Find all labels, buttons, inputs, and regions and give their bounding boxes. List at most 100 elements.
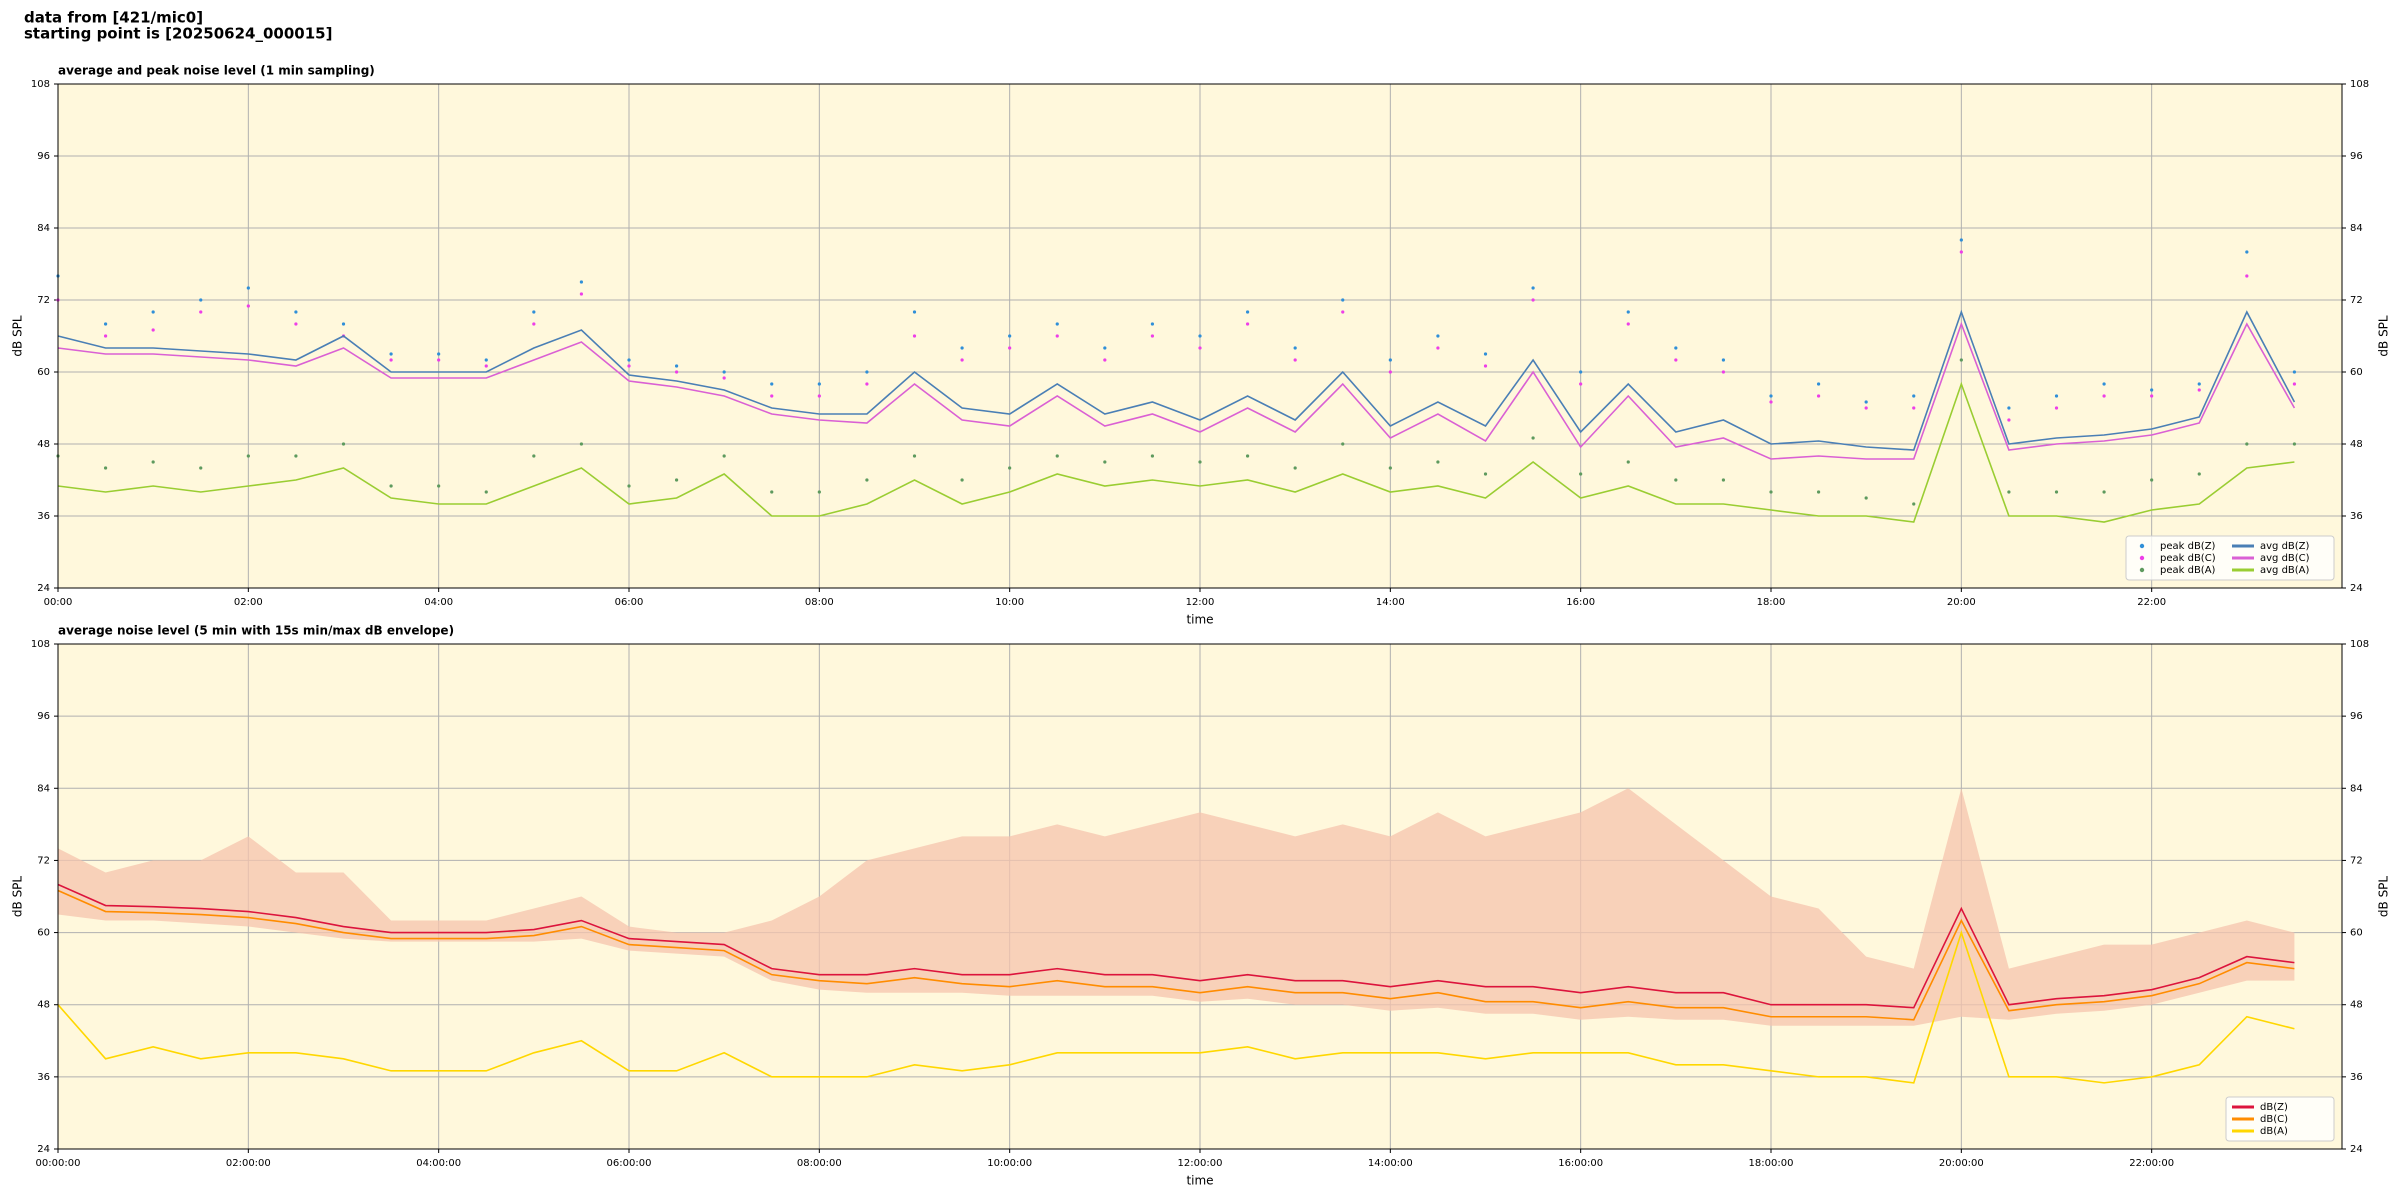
peak-dot bbox=[1341, 442, 1345, 446]
peak-dot bbox=[579, 292, 584, 296]
peak-dot bbox=[2150, 478, 2154, 482]
peak-dot bbox=[103, 322, 108, 326]
peak-dot bbox=[2007, 490, 2011, 494]
peak-dot bbox=[1483, 352, 1488, 356]
peak-dot bbox=[770, 382, 774, 386]
y-tick-label: 24 bbox=[2350, 1144, 2363, 1155]
peak-dot bbox=[2245, 442, 2249, 446]
y-axis-label: dB SPL bbox=[2377, 876, 2391, 918]
peak-dot bbox=[1245, 310, 1250, 314]
legend-marker bbox=[2139, 543, 2145, 549]
peak-dot bbox=[2007, 406, 2011, 410]
peak-dot bbox=[1198, 334, 1202, 338]
x-tick-label: 12:00:00 bbox=[1178, 1158, 1223, 1169]
peak-dot bbox=[151, 460, 155, 464]
plot-frame bbox=[57, 643, 2343, 1150]
x-tick-label: 20:00:00 bbox=[1939, 1158, 1984, 1169]
y-tick-label: 96 bbox=[37, 151, 50, 162]
y-tick-label: 96 bbox=[37, 711, 50, 722]
y-tick-label: 84 bbox=[37, 783, 50, 794]
peak-dot bbox=[912, 334, 917, 338]
y-tick-label: 72 bbox=[37, 855, 50, 866]
y-axis-label: dB SPL bbox=[2377, 315, 2391, 357]
peak-dot bbox=[1008, 346, 1012, 350]
peak-dot bbox=[246, 304, 250, 308]
peak-dot bbox=[1959, 358, 1963, 362]
legend-label: dB(C) bbox=[2260, 1114, 2288, 1125]
y-tick-label: 36 bbox=[2350, 511, 2363, 522]
series-line bbox=[57, 321, 2296, 460]
peak-dot bbox=[1436, 346, 1440, 350]
peak-dot bbox=[1150, 334, 1155, 338]
peak-dot bbox=[484, 364, 488, 368]
y-axis-label: dB SPL bbox=[11, 876, 25, 918]
peak-dot bbox=[912, 310, 917, 314]
peak-dot bbox=[865, 478, 869, 482]
chart-title: average noise level (5 min with 15s min/… bbox=[58, 624, 454, 638]
x-tick-label: 10:00:00 bbox=[987, 1158, 1032, 1169]
legend-label: peak dB(Z) bbox=[2160, 541, 2216, 552]
peak-dot bbox=[627, 364, 631, 368]
peak-dot bbox=[817, 490, 821, 494]
header-line: starting point is [20250624_000015] bbox=[24, 25, 332, 43]
peak-dot bbox=[1674, 358, 1678, 362]
peak-dot bbox=[1198, 460, 1202, 464]
peak-dot bbox=[246, 286, 250, 290]
peak-dot bbox=[151, 310, 155, 314]
peak-dot bbox=[1959, 250, 1963, 254]
peak-dot bbox=[341, 322, 346, 326]
x-tick-label: 14:00 bbox=[1376, 597, 1405, 608]
peak-dot bbox=[627, 484, 631, 488]
peak-dot bbox=[389, 484, 393, 488]
y-tick-label: 36 bbox=[2350, 1072, 2363, 1083]
x-tick-label: 06:00 bbox=[615, 597, 644, 608]
peak-dot bbox=[1626, 322, 1630, 326]
peak-dot bbox=[294, 310, 298, 314]
legend-label: dB(A) bbox=[2260, 1126, 2288, 1137]
x-tick-label: 22:00:00 bbox=[2129, 1158, 2174, 1169]
peak-dot bbox=[1864, 496, 1868, 500]
peak-dot bbox=[1055, 334, 1059, 338]
peak-dot bbox=[1674, 346, 1678, 350]
peak-dot bbox=[2292, 382, 2297, 386]
peak-dot bbox=[2292, 370, 2297, 374]
peak-dot bbox=[1388, 358, 1392, 362]
peak-dot bbox=[2292, 442, 2297, 446]
peak-dot bbox=[1912, 406, 1916, 410]
peak-dot bbox=[1626, 460, 1630, 464]
peak-dot bbox=[1483, 472, 1488, 476]
peak-dot bbox=[389, 358, 393, 362]
peak-dot bbox=[674, 478, 679, 482]
y-tick-label: 48 bbox=[2350, 1000, 2363, 1011]
legend-marker bbox=[2139, 567, 2145, 573]
peak-dot bbox=[1579, 472, 1583, 476]
peak-dot bbox=[1769, 490, 1773, 494]
peak-dot bbox=[2102, 490, 2106, 494]
y-tick-label: 24 bbox=[37, 583, 50, 594]
peak-dot bbox=[199, 310, 203, 314]
chart-title: average and peak noise level (1 min samp… bbox=[58, 64, 375, 78]
x-tick-label: 18:00:00 bbox=[1749, 1158, 1794, 1169]
y-tick-label: 84 bbox=[2350, 223, 2363, 234]
header-line: data from [421/mic0] bbox=[24, 9, 203, 27]
x-axis-label: time bbox=[1186, 1174, 1213, 1188]
y-tick-label: 60 bbox=[37, 928, 50, 939]
peak-dot bbox=[1769, 400, 1773, 404]
peak-dot bbox=[1579, 382, 1583, 386]
legend-box bbox=[2125, 535, 2335, 581]
peak-dot bbox=[817, 394, 821, 398]
peak-dot bbox=[246, 454, 250, 458]
peak-dot bbox=[817, 382, 821, 386]
peak-dot bbox=[1531, 436, 1535, 440]
peak-dot bbox=[1912, 502, 1916, 506]
peak-dot bbox=[1436, 460, 1440, 464]
peak-dot bbox=[1483, 364, 1488, 368]
y-tick-label: 48 bbox=[37, 439, 50, 450]
peak-dot bbox=[1721, 370, 1726, 374]
peak-dot bbox=[1103, 460, 1107, 464]
peak-dot bbox=[912, 454, 917, 458]
peak-dot bbox=[1816, 394, 1821, 398]
x-tick-label: 02:00:00 bbox=[226, 1158, 271, 1169]
peak-dot bbox=[484, 358, 488, 362]
peak-dot bbox=[1245, 322, 1250, 326]
